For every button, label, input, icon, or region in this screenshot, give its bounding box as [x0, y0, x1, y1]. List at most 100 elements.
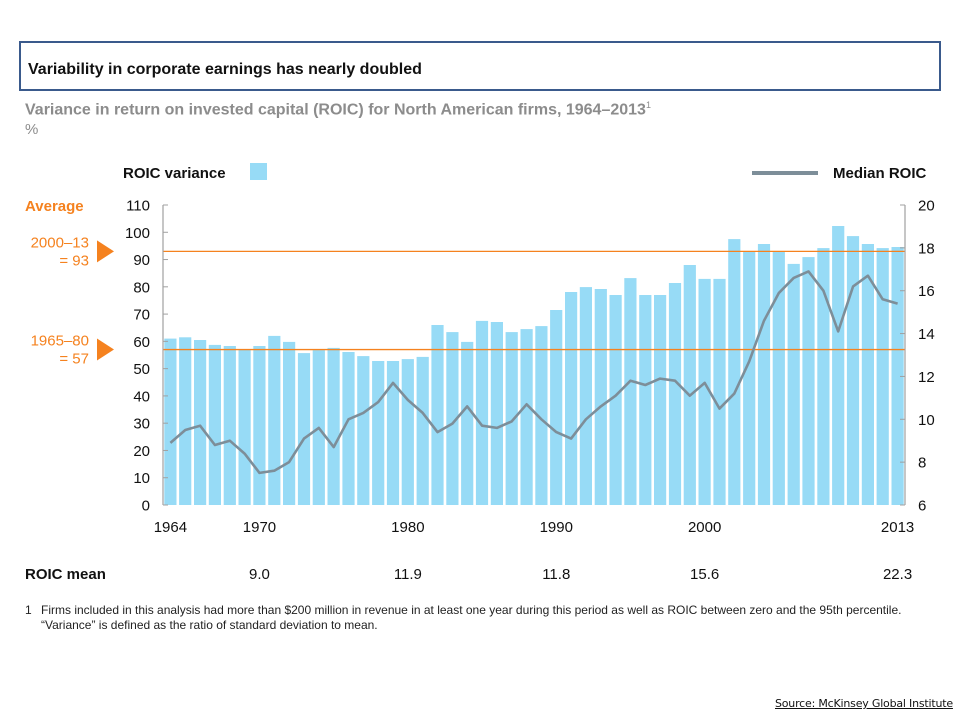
x-tick-label: 2000 [688, 519, 721, 536]
average-label-period: 2000–13 [31, 234, 89, 251]
bar-2012 [876, 248, 889, 505]
bar-1973 [297, 353, 311, 505]
right-tick-label: 18 [918, 240, 935, 257]
roic-mean-value: 9.0 [249, 566, 270, 583]
roic-mean-value: 11.9 [394, 566, 422, 583]
footnote-number: 1 [25, 603, 32, 617]
bar-1999 [683, 265, 696, 505]
bar-1971 [268, 335, 281, 505]
average-heading: Average [25, 198, 84, 215]
legend-label-roic-variance: ROIC variance [123, 165, 226, 182]
bar-2007 [802, 257, 815, 505]
average-arrow-icon [97, 338, 114, 361]
left-tick-label: 10 [133, 470, 150, 487]
bar-1996 [639, 295, 652, 505]
bar-2008 [817, 248, 830, 505]
bar-1966 [194, 340, 207, 505]
bar-1980 [401, 359, 414, 505]
right-tick-label: 10 [918, 412, 935, 429]
bar-2005 [772, 251, 785, 505]
subtitle-text: Variance in return on invested capital (… [25, 101, 646, 119]
bar-1972 [283, 341, 296, 505]
bar-1977 [357, 356, 370, 505]
title-box: Variability in corporate earnings has ne… [19, 41, 941, 91]
bar-1982 [431, 325, 444, 505]
bar-2006 [787, 263, 800, 505]
unit-label: % [25, 121, 39, 138]
bar-1995 [624, 278, 637, 505]
right-tick-label: 8 [918, 455, 926, 472]
left-tick-label: 30 [133, 416, 150, 433]
bar-2009 [832, 226, 845, 505]
bar-2013 [891, 247, 904, 505]
left-tick-label: 20 [133, 443, 150, 460]
line-series-median-roic [169, 270, 898, 475]
bar-1970 [253, 346, 266, 505]
bar-1987 [505, 332, 518, 505]
bar-1976 [342, 352, 355, 505]
bar-1993 [594, 289, 607, 505]
right-tick-label: 16 [918, 283, 935, 300]
bar-1975 [327, 347, 340, 505]
left-tick-label: 80 [133, 279, 150, 296]
legend-label-median-roic: Median ROIC [833, 165, 927, 182]
legend-swatch-roic-variance [250, 163, 267, 180]
bar-1994 [609, 295, 622, 505]
average-label-value: = 57 [59, 351, 89, 368]
bar-1965 [179, 337, 192, 505]
footnote-text: Firms included in this analysis had more… [41, 603, 902, 632]
average-label-value: = 93 [59, 252, 89, 269]
x-tick-label: 1970 [243, 519, 276, 536]
bar-1991 [565, 292, 578, 505]
roic-mean-value: 15.6 [690, 566, 719, 583]
bar-1979 [386, 361, 400, 505]
bar-2011 [861, 244, 874, 505]
right-tick-label: 12 [918, 369, 935, 386]
left-tick-label: 40 [133, 388, 150, 405]
left-tick-label: 90 [133, 252, 150, 269]
bar-1981 [416, 356, 429, 505]
bar-2003 [743, 251, 756, 505]
left-tick-label: 70 [133, 307, 150, 324]
median-roic-line [169, 270, 898, 475]
left-tick-label: 60 [133, 334, 150, 351]
average-reference-lines [163, 250, 905, 351]
bar-1983 [446, 332, 459, 505]
roic-chart: 0102030405060708090100110681012141618201… [25, 163, 935, 583]
left-tick-label: 50 [133, 361, 150, 378]
bar-2004 [757, 244, 771, 505]
bar-1967 [208, 344, 221, 505]
x-tick-label: 1980 [391, 519, 424, 536]
roic-mean-value: 11.8 [542, 566, 570, 583]
slide-title: Variability in corporate earnings has ne… [28, 61, 422, 78]
left-tick-label: 0 [142, 498, 150, 515]
right-tick-label: 20 [918, 198, 935, 215]
right-tick-label: 6 [918, 498, 926, 515]
bar-2002 [728, 239, 741, 505]
bar-1968 [223, 346, 236, 505]
left-tick-label: 110 [126, 198, 150, 215]
bar-1998 [668, 283, 682, 505]
roic-mean-row: ROIC mean 9.0 11.9 11.8 15.6 22.3 [25, 566, 912, 583]
source-credit: Source: McKinsey Global Institute [775, 697, 953, 710]
x-tick-label: 1990 [540, 519, 573, 536]
average-annotations: Average 2000–13= 93 1965–80= 57 [25, 198, 114, 368]
x-tick-label: 2013 [881, 519, 914, 536]
right-tick-label: 14 [918, 326, 935, 343]
bar-2000 [698, 278, 711, 505]
left-tick-label: 100 [125, 225, 150, 242]
bar-1997 [654, 295, 667, 505]
x-tick-label: 1964 [154, 519, 187, 536]
bar-1989 [535, 326, 548, 505]
average-label-period: 1965–80 [31, 333, 89, 350]
bar-2010 [846, 236, 860, 505]
bar-series-roic-variance [164, 226, 904, 505]
roic-mean-label: ROIC mean [25, 566, 106, 583]
chart-subtitle: Variance in return on invested capital (… [25, 100, 651, 119]
bar-1990 [550, 310, 563, 505]
bar-1985 [475, 320, 489, 505]
bar-1969 [238, 349, 251, 505]
bar-1978 [372, 361, 385, 505]
bar-1988 [520, 329, 533, 505]
bar-2001 [713, 278, 726, 505]
